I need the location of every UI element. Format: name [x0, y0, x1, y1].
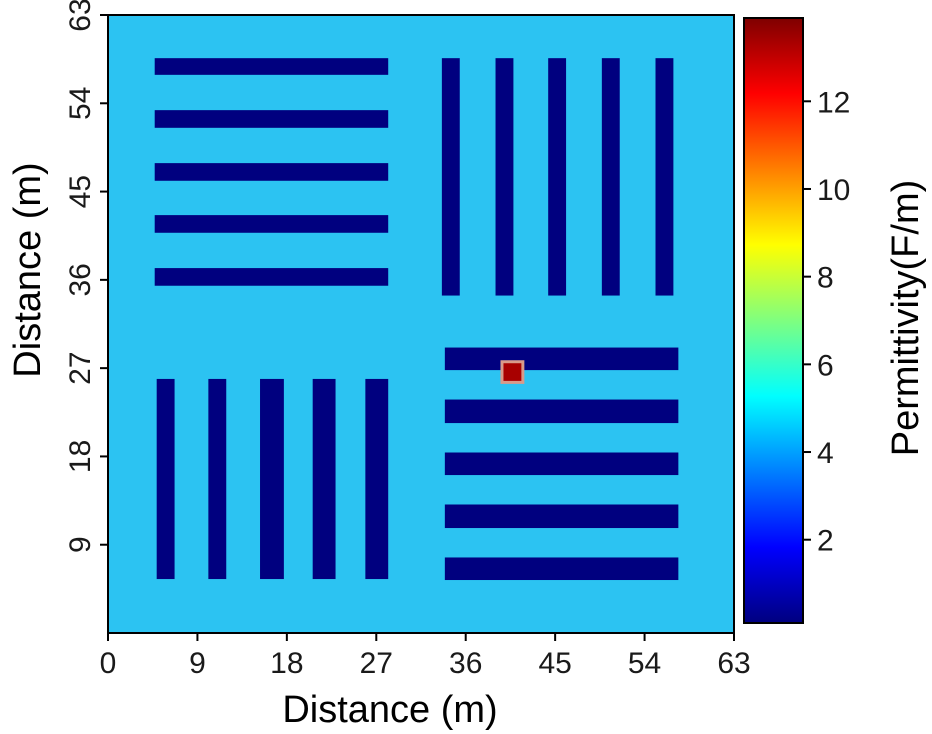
bar-top-left-horizontal-2	[154, 163, 389, 181]
anomaly-cell	[503, 363, 522, 381]
bar-bottom-right-horizontal-17	[444, 452, 679, 476]
bar-bottom-left-vertical-11	[208, 378, 227, 580]
y-tick-label-18: 18	[64, 440, 97, 473]
bar-bottom-right-horizontal-18	[444, 504, 679, 529]
bar-top-left-horizontal-1	[154, 110, 389, 128]
x-tick-label-27: 27	[360, 647, 393, 680]
x-tick-label-9: 9	[189, 647, 206, 680]
x-axis-label: Distance (m)	[282, 689, 497, 731]
colorbar-label: Permittivity(F/m)	[885, 180, 927, 457]
bar-top-left-horizontal-0	[154, 58, 389, 75]
y-axis: 9 18 27 36 45 54 63	[64, 0, 108, 553]
x-tick-label-45: 45	[538, 647, 571, 680]
y-tick-label-63: 63	[64, 0, 97, 32]
x-axis: 0 9 18 27 36 45 54 63	[100, 633, 751, 680]
bars-layer	[154, 58, 679, 581]
bar-top-right-vertical-9	[655, 58, 674, 296]
plot-frame	[107, 14, 735, 634]
colorbar-tick-label-4: 4	[817, 437, 834, 470]
y-axis-label: Distance (m)	[7, 162, 49, 377]
bar-bottom-left-vertical-12	[260, 378, 284, 580]
bar-bottom-left-vertical-13	[312, 378, 336, 580]
bar-top-right-vertical-6	[495, 58, 514, 296]
colorbar-tick-label-2: 2	[817, 525, 834, 558]
colorbar-ticks: 2 4 6 8 10 12	[803, 86, 850, 558]
bar-bottom-right-horizontal-19	[444, 557, 679, 581]
bar-bottom-left-vertical-14	[365, 378, 389, 580]
anomaly-layer	[500, 360, 525, 384]
x-tick-label-0: 0	[100, 647, 117, 680]
bar-top-right-vertical-8	[601, 58, 620, 296]
y-tick-label-27: 27	[64, 351, 97, 384]
colorbar-tick-label-6: 6	[817, 349, 834, 382]
bar-bottom-right-horizontal-16	[444, 399, 679, 424]
bar-top-left-horizontal-4	[154, 268, 389, 286]
x-tick-label-63: 63	[717, 647, 750, 680]
colorbar-tick-label-12: 12	[817, 86, 850, 119]
x-tick-label-36: 36	[449, 647, 482, 680]
x-tick-label-54: 54	[628, 647, 661, 680]
bar-top-right-vertical-7	[548, 58, 567, 296]
colorbar-tick-label-8: 8	[817, 262, 834, 295]
bar-top-right-vertical-5	[441, 58, 460, 296]
colorbar-tick-label-10: 10	[817, 174, 850, 207]
bar-top-left-horizontal-3	[154, 215, 389, 233]
x-tick-label-18: 18	[270, 647, 303, 680]
y-tick-label-54: 54	[64, 87, 97, 120]
bar-bottom-left-vertical-10	[156, 378, 175, 580]
y-tick-label-36: 36	[64, 263, 97, 296]
colorbar	[743, 17, 804, 624]
plot-area	[108, 15, 734, 633]
y-tick-label-45: 45	[64, 175, 97, 208]
y-tick-label-9: 9	[64, 536, 97, 553]
bar-bottom-right-horizontal-15	[444, 347, 679, 371]
